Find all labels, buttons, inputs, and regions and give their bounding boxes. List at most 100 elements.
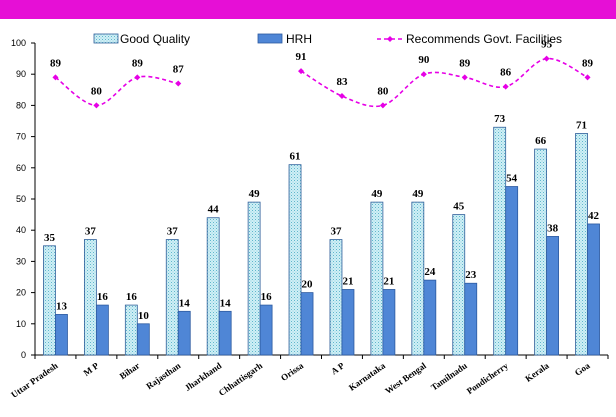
legend-label-recommends: Recommends Govt. Facilities [406, 32, 562, 46]
y-tick-label: 70 [16, 132, 26, 142]
bar-good-quality [124, 304, 138, 356]
category-label: A P [329, 360, 346, 376]
data-label-recommends: 89 [50, 57, 62, 69]
bar-hrh [259, 304, 273, 356]
data-label-hrh: 38 [547, 222, 559, 234]
recommends-line-path [300, 57, 588, 108]
recommends-point [175, 80, 182, 87]
category-label: Uttar Pradesh [9, 360, 59, 399]
bar-good-quality [83, 239, 97, 356]
category-label: West Bengal [383, 360, 428, 396]
y-tick-label: 100 [11, 38, 26, 48]
bar-good-quality [329, 239, 343, 356]
recommends-line-series [52, 55, 591, 109]
data-label-good-quality: 37 [330, 226, 342, 238]
bar-hrh [546, 236, 560, 356]
category-label: Jharkhand [183, 360, 224, 393]
category-label: Pondicherry [465, 360, 510, 396]
category-label: Rajasthan [144, 360, 182, 391]
legend-label-good-quality: Good Quality [120, 32, 190, 46]
bar-good-quality [370, 201, 384, 356]
bar-good-quality [247, 201, 261, 356]
data-label-hrh: 10 [138, 310, 150, 322]
recommends-line-path [54, 75, 179, 107]
data-label-recommends: 89 [459, 57, 471, 69]
recommends-point [420, 71, 427, 78]
category-label: Orissa [279, 360, 306, 383]
legend-swatch-good-quality [93, 33, 119, 44]
data-label-recommends: 89 [132, 57, 144, 69]
data-label-hrh: 54 [506, 173, 518, 185]
recommends-point [379, 102, 386, 109]
data-label-recommends: 86 [500, 67, 512, 79]
data-label-recommends: 91 [296, 51, 307, 63]
data-label-good-quality: 37 [167, 226, 179, 238]
y-tick-label: 30 [16, 256, 26, 266]
data-label-good-quality: 61 [290, 151, 301, 163]
data-label-recommends: 95 [541, 39, 553, 51]
category-label: M P [81, 360, 100, 378]
legend: Good Quality HRH Recommends Govt. Facili… [93, 32, 562, 46]
bar-hrh [423, 279, 437, 356]
bar-good-quality [288, 164, 302, 356]
y-tick-label: 10 [16, 319, 26, 329]
y-tick-label: 60 [16, 163, 26, 173]
data-label-hrh: 20 [302, 279, 314, 291]
top-color-bar [0, 0, 616, 19]
recommends-point [461, 74, 468, 81]
y-tick-label: 40 [16, 225, 26, 235]
category-label: Kerala [523, 360, 551, 384]
data-label-hrh: 16 [97, 291, 109, 303]
recommends-point [584, 74, 591, 81]
bar-hrh [464, 282, 478, 356]
recommends-point [338, 93, 345, 100]
data-label-good-quality: 66 [535, 135, 547, 147]
category-labels: Uttar Pradesh M P Bihar Rajasthan JharkhandC… [9, 360, 592, 400]
data-label-good-quality: 49 [412, 188, 424, 200]
data-label-good-quality: 49 [249, 188, 261, 200]
data-label-recommends: 87 [173, 64, 185, 76]
data-label-hrh: 24 [424, 266, 436, 278]
data-label-hrh: 21 [342, 275, 353, 287]
bars [43, 126, 600, 356]
data-label-good-quality: 35 [44, 232, 56, 244]
category-label: Goa [573, 360, 592, 378]
data-label-good-quality: 44 [208, 204, 220, 216]
bar-good-quality [165, 239, 179, 356]
data-label-good-quality: 45 [453, 201, 465, 213]
data-label-recommends: 80 [91, 85, 103, 97]
recommends-point [298, 68, 305, 75]
bar-good-quality [411, 201, 425, 356]
bar-good-quality [206, 217, 220, 356]
recommends-point [502, 83, 509, 90]
category-label: Karnataka [347, 360, 388, 393]
bar-good-quality [575, 133, 588, 356]
data-label-hrh: 13 [56, 300, 68, 312]
data-label-hrh: 23 [465, 269, 477, 281]
recommends-point [93, 102, 100, 109]
bar-hrh [341, 289, 355, 356]
legend-swatch-hrh [257, 33, 283, 44]
bar-hrh [55, 314, 68, 356]
bar-hrh [136, 323, 150, 356]
data-label-recommends: 83 [336, 76, 348, 88]
data-label-hrh: 16 [261, 291, 273, 303]
y-tick-label: 90 [16, 69, 26, 79]
y-tick-label: 0 [21, 350, 26, 360]
data-label-recommends: 80 [377, 85, 389, 97]
category-label: Bihar [118, 360, 142, 381]
bar-hrh [218, 310, 232, 356]
bar-hrh [95, 304, 109, 356]
legend-marker-recommends [387, 36, 393, 42]
bar-good-quality [534, 148, 548, 356]
data-label-good-quality: 16 [126, 291, 138, 303]
data-label-hrh: 21 [383, 275, 394, 287]
data-label-hrh: 42 [588, 210, 600, 222]
category-label: Tamilnadu [429, 360, 469, 392]
data-label-hrh: 14 [220, 297, 232, 309]
category-label: Chhattisgarh [217, 360, 265, 397]
data-label-good-quality: 37 [85, 226, 97, 238]
y-tick-label: 50 [16, 194, 26, 204]
